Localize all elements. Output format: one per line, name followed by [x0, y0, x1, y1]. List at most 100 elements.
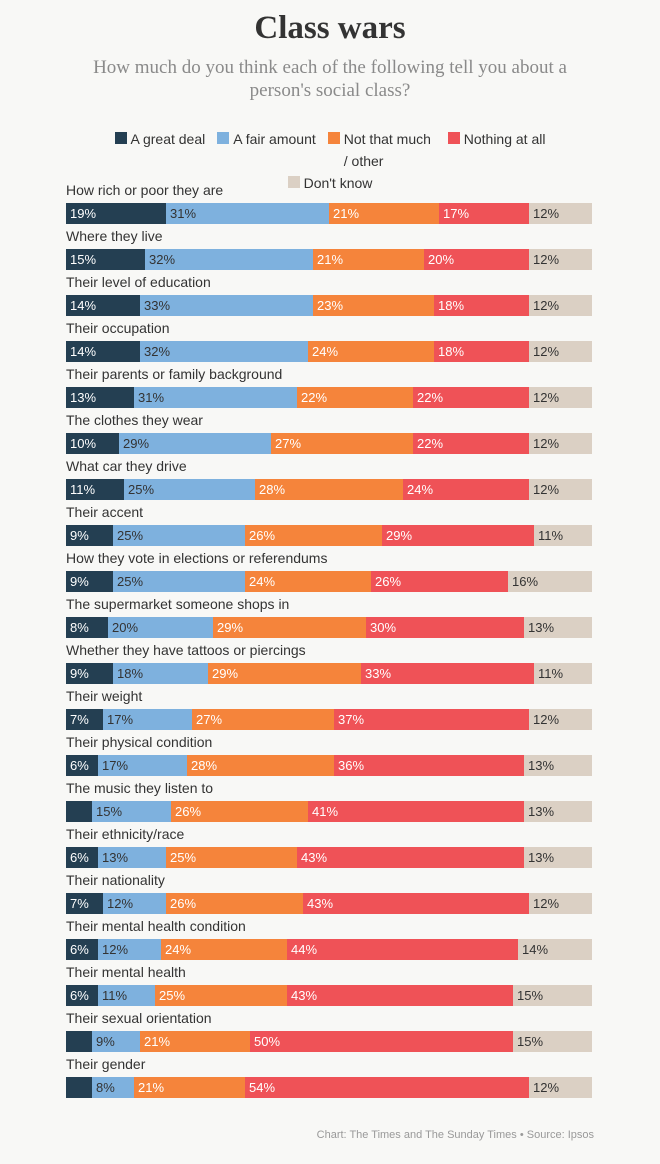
category-label: The music they listen to — [66, 780, 214, 796]
bar-segment: 27% — [192, 709, 334, 730]
bar-segment: 11% — [534, 663, 592, 684]
stacked-bar: 14% 33% 23% 18% 12% — [66, 295, 592, 316]
bar-segment: 29% — [213, 617, 366, 638]
bar-segment: 6% — [66, 985, 98, 1006]
bar-segment: 12% — [529, 1077, 592, 1098]
bar-segment: 17% — [439, 203, 529, 224]
category-label: How rich or poor they are — [66, 182, 224, 198]
chart-source: Chart: The Times and The Sunday Times • … — [316, 1129, 594, 1141]
bar-segment: 6% — [66, 755, 98, 776]
bar-segment: 54% — [245, 1077, 529, 1098]
category-label: Their nationality — [66, 872, 165, 888]
legend-item: Nothing at all — [447, 128, 545, 172]
bar-segment: 29% — [119, 433, 271, 454]
category-label: How they vote in elections or referendum… — [66, 550, 328, 566]
stacked-bar: 6% 11% 25% 43% 15% — [66, 985, 592, 1006]
category-label: Their physical condition — [66, 734, 213, 750]
bar-segment: 9% — [66, 525, 113, 546]
category-label: Their mental health — [66, 964, 186, 980]
bar-segment: 21% — [140, 1031, 250, 1052]
bar-segment: 25% — [166, 847, 297, 868]
bar-segment: 28% — [187, 755, 334, 776]
bar-segment: 32% — [140, 341, 308, 362]
legend-item: Don't know — [287, 172, 373, 194]
legend-item: A great deal — [114, 128, 205, 172]
bar-segment: 7% — [66, 893, 103, 914]
stacked-bar: 9% 21% 50% 15% — [66, 1031, 592, 1052]
category-label: The clothes they wear — [66, 412, 203, 428]
chart-title: Class wars — [254, 10, 406, 46]
legend-label: Don't know — [303, 175, 373, 191]
stacked-bar: 8% 21% 54% 12% — [66, 1077, 592, 1098]
bar-segment: 28% — [255, 479, 403, 500]
bar-segment: 12% — [529, 203, 592, 224]
legend-swatch — [287, 176, 300, 188]
bar-segment: 12% — [529, 249, 592, 270]
bar-segment: 12% — [529, 893, 592, 914]
bar-segment: 12% — [98, 939, 161, 960]
chart-legend: A great deal A fair amount Not that much /… — [66, 128, 594, 194]
bar-segment: 37% — [334, 709, 529, 730]
legend-label: A fair amount — [233, 131, 316, 147]
bar-segment: 36% — [334, 755, 524, 776]
bar-segment: 31% — [166, 203, 329, 224]
bar-segment: 11% — [534, 525, 592, 546]
bar-segment: 6% — [66, 847, 98, 868]
bar-segment: 22% — [413, 387, 529, 408]
category-label: Their ethnicity/race — [66, 826, 185, 842]
bar-segment: 17% — [103, 709, 192, 730]
bar-segment: 12% — [529, 387, 592, 408]
bar-segment: 15% — [513, 1031, 592, 1052]
bar-segment: 22% — [297, 387, 413, 408]
legend-swatch — [327, 132, 340, 144]
bar-segment: 8% — [92, 1077, 134, 1098]
bar-segment: 26% — [245, 525, 382, 546]
bar-segment — [66, 1077, 92, 1098]
bar-segment: 14% — [518, 939, 592, 960]
category-label: Whether they have tattoos or piercings — [66, 642, 306, 658]
bar-segment: 18% — [434, 295, 529, 316]
bar-segment: 20% — [108, 617, 213, 638]
category-label: What car they drive — [66, 458, 187, 474]
legend-item: A fair amount — [217, 128, 316, 172]
bar-segment: 9% — [66, 571, 113, 592]
bar-segment: 12% — [529, 341, 592, 362]
category-label: Their mental health condition — [66, 918, 246, 934]
legend-label: Not that much / other — [343, 131, 431, 169]
bar-segment: 14% — [66, 295, 140, 316]
bar-segment: 24% — [161, 939, 287, 960]
bar-segment: 11% — [66, 479, 124, 500]
bar-segment: 12% — [529, 433, 592, 454]
stacked-bar: 11% 25% 28% 24% 12% — [66, 479, 592, 500]
bar-segment: 15% — [513, 985, 592, 1006]
bar-segment: 27% — [271, 433, 413, 454]
category-label: Their occupation — [66, 320, 170, 336]
bar-segment: 33% — [140, 295, 313, 316]
stacked-bar: 9% 25% 26% 29% 11% — [66, 525, 592, 546]
bar-segment: 41% — [308, 801, 524, 822]
bar-segment: 44% — [287, 939, 518, 960]
bar-segment: 12% — [529, 295, 592, 316]
bar-segment: 19% — [66, 203, 166, 224]
bar-segment: 14% — [66, 341, 140, 362]
bar-segment: 50% — [250, 1031, 513, 1052]
bar-segment: 21% — [313, 249, 424, 270]
bar-segment: 8% — [66, 617, 108, 638]
bar-segment — [66, 1031, 92, 1052]
bar-segment: 24% — [403, 479, 529, 500]
bar-segment: 31% — [134, 387, 297, 408]
category-label: The supermarket someone shops in — [66, 596, 290, 612]
category-label: Their parents or family background — [66, 366, 283, 382]
bar-segment: 25% — [155, 985, 287, 1006]
legend-swatch — [447, 132, 460, 144]
bar-segment: 26% — [371, 571, 508, 592]
bar-segment: 21% — [134, 1077, 245, 1098]
bar-segment: 13% — [524, 755, 592, 776]
bar-segment: 12% — [529, 479, 592, 500]
legend-swatch — [114, 132, 127, 144]
stacked-bar: 9% 18% 29% 33% 11% — [66, 663, 592, 684]
bar-segment: 7% — [66, 709, 103, 730]
bar-segment: 13% — [524, 617, 592, 638]
bar-segment: 13% — [524, 847, 592, 868]
bar-segment: 25% — [113, 571, 245, 592]
